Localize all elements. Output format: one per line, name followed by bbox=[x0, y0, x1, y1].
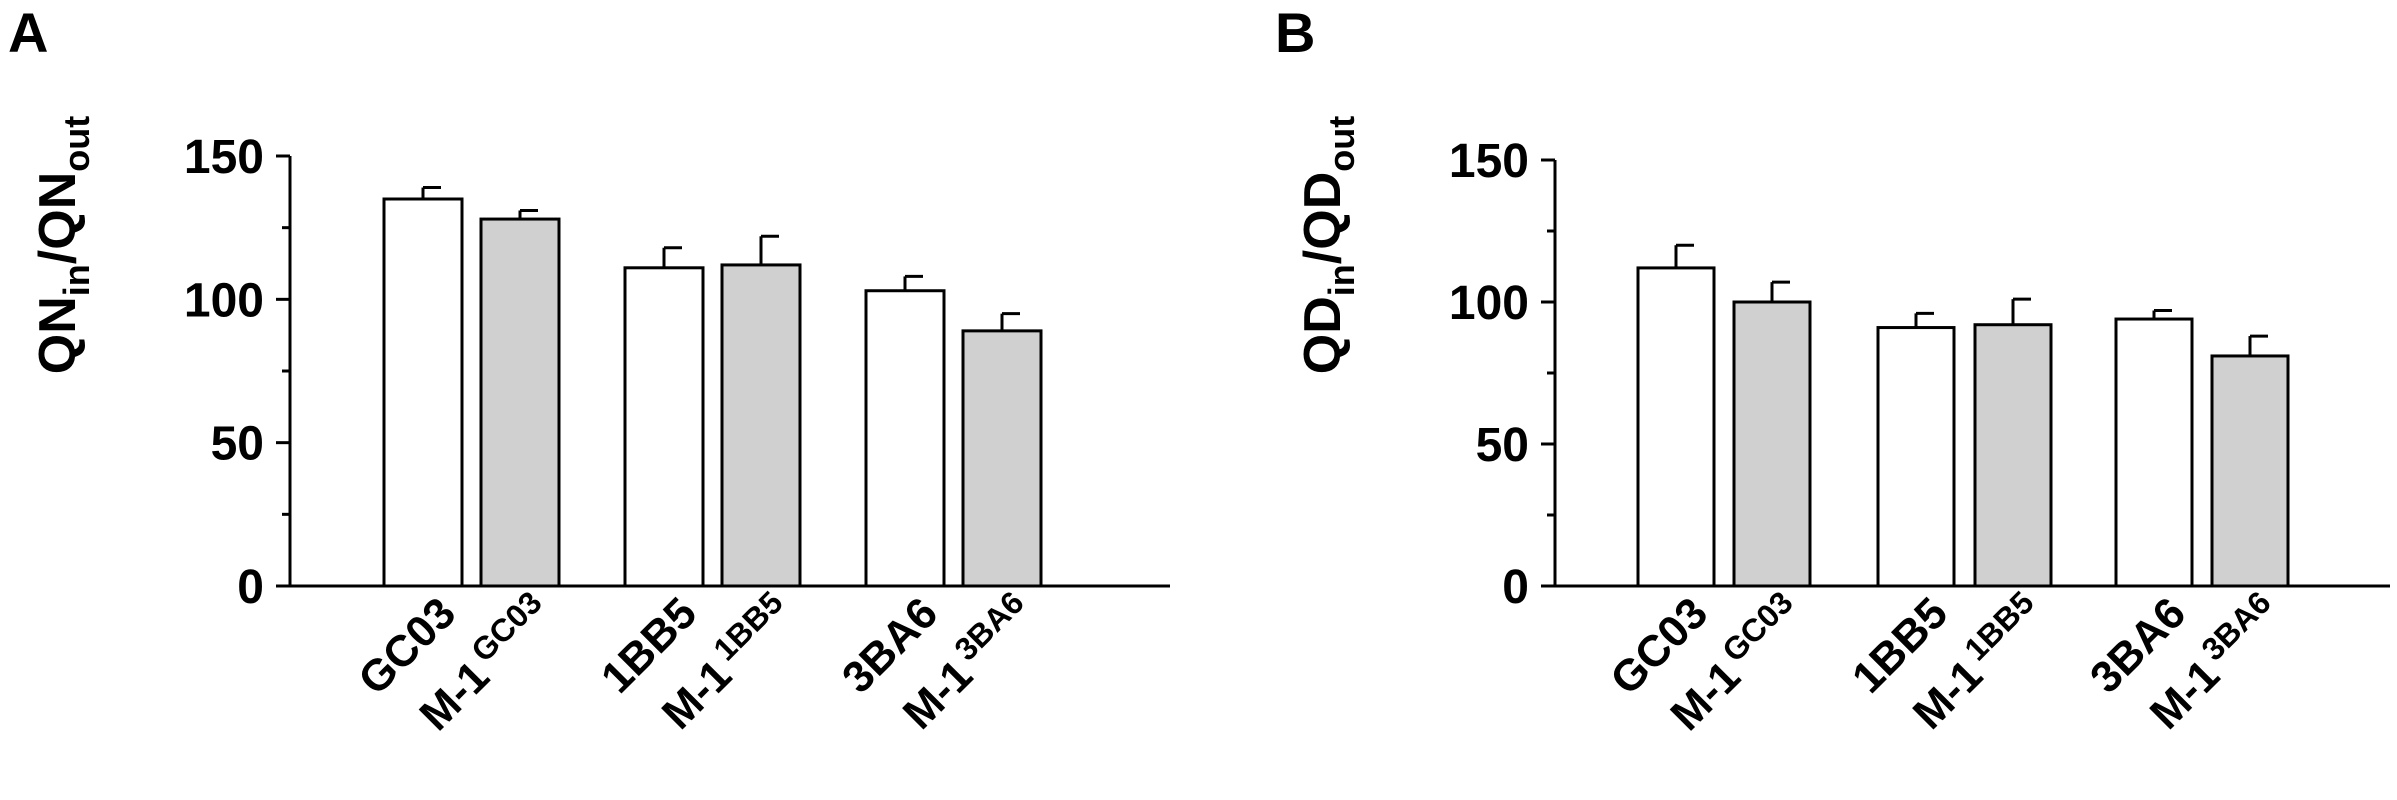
panel-a-ylabel-mid: /QN bbox=[29, 172, 87, 264]
panel-b-ytick-label: 50 bbox=[1476, 419, 1529, 472]
panel-b-ytick-label: 0 bbox=[1502, 561, 1529, 614]
panel-a-ylabel-main: QN bbox=[29, 296, 87, 374]
panel-b-ytick-label: 150 bbox=[1449, 135, 1529, 188]
panel-a-bar bbox=[479, 217, 561, 588]
panel-b-bar bbox=[2210, 354, 2290, 588]
panel-b-bar bbox=[2114, 317, 2194, 588]
panel-a-ylabel: QNin/QNout bbox=[29, 116, 97, 374]
panel-b-bar bbox=[1636, 266, 1716, 588]
panel-a-bar bbox=[864, 289, 946, 588]
panel-b-bar bbox=[1876, 326, 1956, 588]
svg-text:QNin/QNout: QNin/QNout bbox=[29, 116, 97, 374]
panel-b-ylabel-sub1: in bbox=[1321, 264, 1362, 296]
panel-b-ylabel: QDin/QDout bbox=[1294, 116, 1362, 374]
panel-a-letter: A bbox=[8, 1, 48, 64]
panel-a-ytick-label: 50 bbox=[211, 418, 264, 471]
panel-b-ylabel-sub2: out bbox=[1321, 116, 1362, 172]
panel-a-bar bbox=[720, 263, 802, 588]
panel-b-bar bbox=[1732, 300, 1812, 588]
panel-a-bar bbox=[961, 329, 1043, 588]
panel-a-ylabel-sub1: in bbox=[56, 264, 97, 296]
panel-a-ytick-label: 100 bbox=[184, 274, 264, 327]
panel-b-bar bbox=[1973, 323, 2053, 588]
panel-b-ytick-label: 100 bbox=[1449, 277, 1529, 330]
panel-a-ytick-label: 150 bbox=[184, 131, 264, 184]
panel-a-ytick-label: 0 bbox=[237, 561, 264, 614]
panel-a-ylabel-sub2: out bbox=[56, 116, 97, 172]
panel-b-ylabel-mid: /QD bbox=[1294, 172, 1352, 264]
svg-text:QDin/QDout: QDin/QDout bbox=[1294, 116, 1362, 374]
panel-b-ylabel-main: QD bbox=[1294, 296, 1352, 374]
panel-a-bar bbox=[382, 197, 464, 588]
panel-a-bar bbox=[623, 266, 705, 588]
panel-b-letter: B bbox=[1275, 1, 1315, 64]
